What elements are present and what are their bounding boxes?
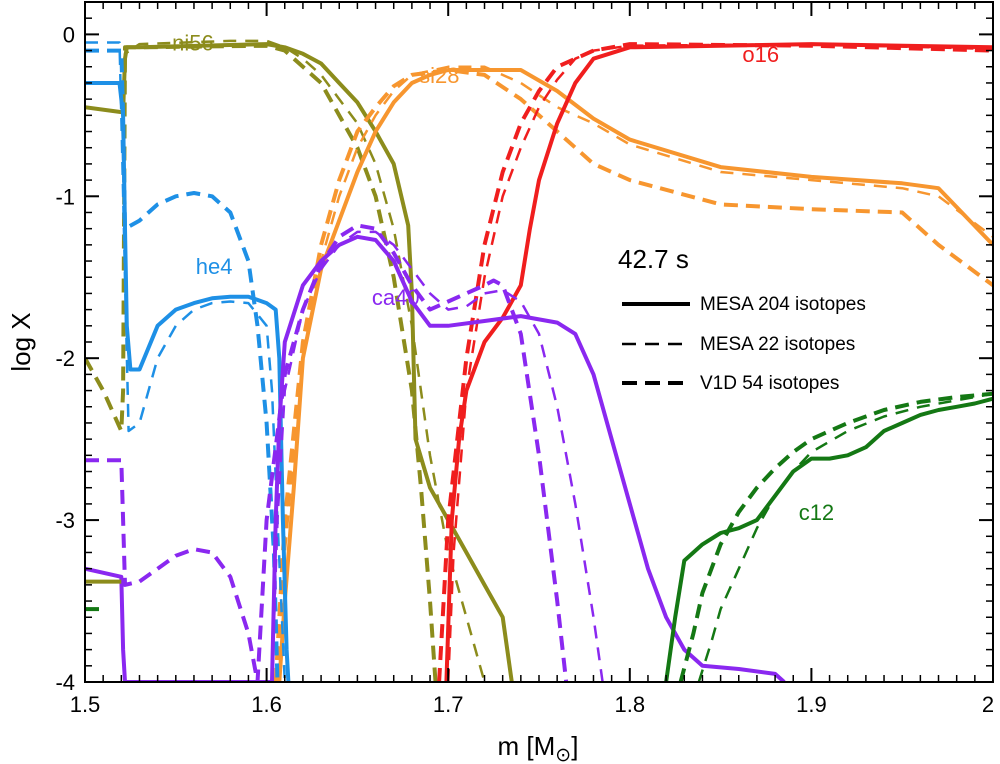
x-tick-label-4: 1.9: [796, 692, 827, 717]
series-o16-solid-6: [444, 42, 993, 682]
series-c12-dash-thick-17: [678, 391, 993, 682]
legend-label-mesa-204: MESA 204 isotopes: [700, 294, 866, 315]
y-tick-label-0: 0: [63, 22, 75, 47]
series-label-he4: he4: [196, 254, 233, 279]
x-axis-title-text: m [M: [498, 731, 556, 761]
time-label: 42.7 s: [618, 244, 689, 274]
series-ni56-solid-0: [85, 42, 514, 682]
series-si28-dash-thick-5: [273, 68, 993, 682]
y-tick-label-3: -3: [55, 508, 75, 533]
series-label-c12: c12: [799, 500, 834, 525]
x-tick-label-5: 2: [982, 692, 994, 717]
series-label-ca40: ca40: [372, 285, 420, 310]
x-tick-label-0: 1.5: [70, 692, 101, 717]
series-ca40-solid-12: [85, 234, 786, 682]
series-c12-solid-15: [664, 396, 993, 682]
ticks-layer: 1.5 1.6 1.7 1.8 1.9 2 0 -1 -2 -3 -4: [55, 1, 994, 717]
series-c12-dash-thin-16: [697, 392, 993, 682]
legend-label-mesa-22: MESA 22 isotopes: [700, 334, 855, 355]
x-axis-title-close: ]: [571, 731, 578, 761]
y-axis-title: log X: [6, 312, 36, 371]
series-ni56-dash-thick-2: [85, 43, 438, 682]
x-axis-title: m [M⊙]: [498, 731, 579, 764]
series-labels-layer: ni56 si28 o16 he4 ca40 c12: [172, 31, 834, 526]
legend: MESA 204 isotopes MESA 22 isotopes V1D 5…: [622, 294, 866, 394]
x-tick-label-3: 1.8: [615, 692, 646, 717]
series-label-ni56: ni56: [172, 31, 214, 56]
series-o16-dash-thin-7: [446, 42, 993, 682]
series-label-o16: o16: [742, 42, 779, 67]
x-tick-label-2: 1.7: [433, 692, 464, 717]
series-o16-dash-thick-8: [437, 42, 993, 682]
series-he4-dash-thick-11: [85, 48, 280, 682]
series-ca40-dash-thick-14: [85, 223, 569, 682]
series-label-si28: si28: [419, 63, 459, 88]
series-si28-dash-thin-4: [276, 65, 993, 682]
series-ca40-dash-thin-13: [270, 230, 604, 682]
y-tick-label-1: -1: [55, 184, 75, 209]
x-tick-label-1: 1.6: [251, 692, 282, 717]
series-ni56-dash-thin-1: [85, 39, 486, 682]
y-tick-label-4: -4: [55, 670, 75, 695]
series-layer: [85, 39, 993, 682]
legend-label-v1d-54: V1D 54 isotopes: [700, 373, 839, 394]
x-axis-sun-symbol: ⊙: [555, 745, 571, 764]
y-tick-label-2: -2: [55, 346, 75, 371]
